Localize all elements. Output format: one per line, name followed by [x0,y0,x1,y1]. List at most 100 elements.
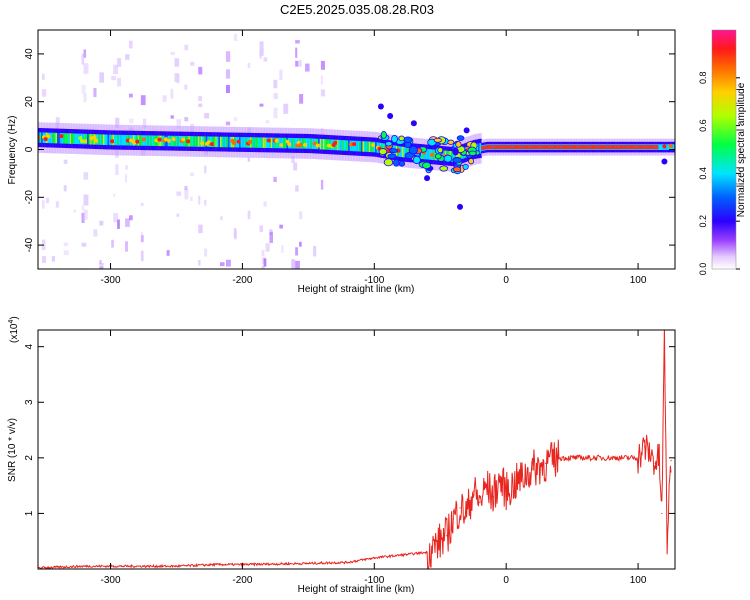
heatmap-peak [503,144,506,150]
heatmap-speckle [299,241,302,247]
heatmap-speckle [176,213,180,217]
heatmap-core [109,134,112,146]
top-x-tick-label: 0 [503,275,509,286]
heatmap-speckle [299,60,302,67]
heatmap-layer [38,33,675,269]
snr-point [531,468,534,470]
heatmap-peak [493,144,496,150]
snr-series-layer [38,330,672,569]
heatmap-speckle [45,197,50,204]
heatmap-peak [569,144,572,150]
heatmap-core [477,143,481,154]
heatmap-blob [456,135,465,141]
heatmap-core [148,135,151,146]
heatmap-core [63,133,66,144]
heatmap-peak [485,145,489,150]
heatmap-core [359,141,362,152]
heatmap-core [174,135,177,147]
heatmap-core [39,132,42,143]
heatmap-blob [412,155,421,165]
heatmap-core [98,134,101,145]
heatmap-blob [662,144,668,149]
heatmap-blob [279,143,285,148]
heatmap-peak [656,144,659,150]
bottom-x-axis-ticks: -300 -200 -100 0 100 [101,330,647,586]
snr-point [611,457,613,459]
heatmap-peak [596,144,599,150]
heatmap-speckle [174,73,179,83]
heatmap-blob [92,135,98,140]
heatmap-speckle [83,63,89,74]
heatmap-peak [563,144,566,150]
heatmap-speckle [184,185,188,190]
heatmap-core [117,134,120,146]
heatmap-blob [378,148,388,155]
heatmap-peak [655,144,658,150]
heatmap-peak [525,144,528,150]
heatmap-blob [171,137,177,142]
heatmap-core [280,137,283,149]
heatmap-peak [498,144,501,150]
heatmap-speckle [283,103,289,114]
heatmap-core [177,135,180,147]
heatmap-core [341,140,345,151]
colorbar-ticks: 0.0 0.2 0.4 0.6 0.8 [698,72,740,275]
heatmap-peak [490,144,493,150]
heatmap-core [371,141,375,153]
heatmap-peak [550,144,553,150]
heatmap-speckle [259,41,264,49]
heatmap-peak [557,144,560,150]
heatmap-peak [615,144,618,150]
heatmap-blob [371,142,377,147]
heatmap-core [123,134,126,146]
heatmap-core [71,133,74,144]
heatmap-core [343,140,346,151]
heatmap-blob [298,143,304,148]
heatmap-peak [527,144,530,150]
bottom-y-axis-ticks: 1 2 3 4 [24,343,675,516]
heatmap-core [370,141,373,153]
heatmap-speckle [129,215,133,221]
heatmap-speckle [279,224,283,229]
heatmap-speckle [204,199,207,206]
heatmap-peak [522,144,525,150]
heatmap-blob [287,142,293,147]
heatmap-core [106,134,109,146]
heatmap-peak [621,144,625,150]
figure-title: C2E5.2025.035.08.28.R03 [280,2,434,17]
heatmap-peak [607,144,610,150]
heatmap-speckle [198,260,201,266]
heatmap-core [322,139,326,150]
heatmap-peak [571,144,574,150]
heatmap-peak [625,144,628,150]
heatmap-speckle [295,47,298,58]
heatmap-blob [387,153,397,159]
heatmap-core [60,133,63,144]
heatmap-speckle [259,103,264,107]
heatmap-speckle [259,49,262,59]
snr-point [215,563,217,566]
heatmap-peak [558,144,561,150]
heatmap-core [666,144,669,151]
heatmap-core [52,132,55,144]
heatmap-speckle [113,64,119,75]
heatmap-speckle [125,165,129,170]
heatmap-core [58,132,61,144]
heatmap-speckle [263,57,268,62]
heatmap-peak [618,144,622,150]
bottom-y-axis-label: SNR (10 * v/v) [7,418,18,482]
heatmap-core [243,137,246,148]
heatmap-core [210,136,213,148]
heatmap-blob [410,120,417,127]
heatmap-peak [565,144,568,150]
heatmap-speckle [305,63,310,72]
heatmap-peak [514,144,517,150]
heatmap-peak [508,144,511,150]
heatmap-core [326,139,329,150]
heatmap-speckle [83,194,89,206]
heatmap-speckle [176,119,182,130]
heatmap-core [451,151,454,162]
heatmap-peak [652,144,655,150]
heatmap-core [367,141,370,152]
heatmap-core [170,135,174,147]
